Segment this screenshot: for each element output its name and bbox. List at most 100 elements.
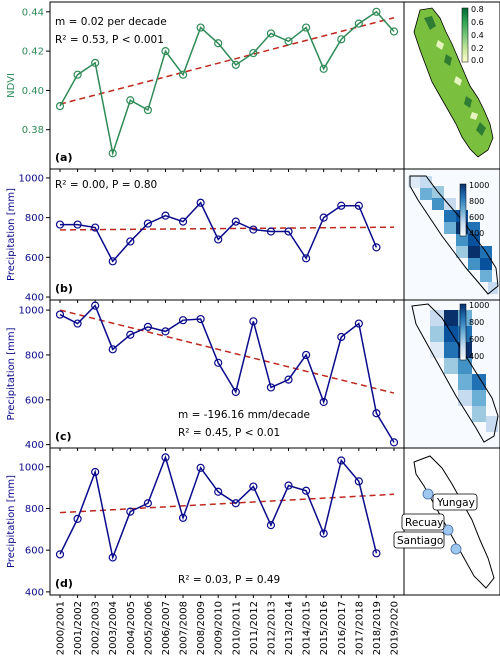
data-point (284, 481, 293, 490)
data-point (143, 219, 152, 228)
y-tick-label: 0.38 (22, 125, 44, 136)
data-point (143, 322, 152, 332)
x-tick-label: 2013/2014 (284, 601, 295, 655)
data-point (178, 217, 188, 226)
y-tick-label: 800 (25, 213, 44, 224)
ndvi-colorbar (461, 7, 469, 63)
data-point (337, 35, 346, 44)
data-point (231, 60, 240, 69)
ndvi-colorbar-tick: 0.6 (471, 18, 484, 27)
precip-cell (420, 176, 432, 188)
x-tick-label: 2012/2013 (266, 601, 277, 655)
station-marker-santiago (450, 543, 462, 555)
data-point (214, 487, 223, 496)
y-tick-label: 0.44 (22, 7, 44, 18)
precip-colorbar-tick: 800 (469, 197, 484, 206)
y-axis-label: NDVI (6, 73, 17, 98)
trend-line (59, 16, 395, 105)
data-point (284, 375, 293, 384)
data-point (108, 553, 117, 562)
data-point (354, 319, 363, 328)
series-line (60, 201, 378, 263)
data-point (372, 409, 381, 418)
precip-cell (458, 358, 472, 374)
precip-cell (468, 246, 480, 258)
y-tick-label: 400 (25, 293, 44, 304)
data-point (302, 254, 311, 263)
data-point (178, 513, 188, 522)
data-point (196, 314, 205, 324)
data-point (354, 201, 363, 210)
precip-cell (486, 416, 498, 432)
data-point (249, 482, 258, 491)
precip-colorbar-tick: 400 (469, 352, 484, 361)
data-point (126, 330, 135, 339)
precip-cell (420, 188, 432, 200)
data-point (55, 220, 65, 229)
data-point (91, 58, 100, 68)
station-marker-recuay (442, 524, 454, 536)
x-tick-label: 2018/2019 (372, 601, 383, 655)
data-point (372, 549, 381, 558)
precip-colorbar-tick: 400 (469, 229, 484, 238)
data-point (108, 345, 117, 354)
data-point (249, 225, 258, 234)
x-tick-label: 2004/2005 (126, 601, 137, 655)
ndvi-colorbar-tick: 0.0 (471, 56, 484, 65)
data-point (389, 438, 399, 447)
data-point (55, 102, 65, 111)
data-point (231, 387, 240, 397)
data-point (337, 332, 346, 342)
stats-annotation: R² = 0.45, P < 0.01 (178, 427, 280, 439)
precip-cell (456, 234, 468, 246)
series-line (59, 10, 395, 157)
data-point (354, 477, 363, 486)
y-tick-label: 800 (25, 350, 44, 361)
precip-cell (444, 198, 456, 210)
y-tick-label: 1000 (19, 462, 44, 473)
precip-cell (488, 282, 498, 294)
data-point (161, 453, 170, 462)
data-point (319, 213, 328, 222)
precip-cell (444, 222, 456, 234)
data-point (249, 317, 258, 326)
y-tick-label: 0.42 (22, 47, 44, 58)
precip-colorbar-c (459, 303, 467, 361)
stats-annotation: R² = 0.03, P = 0.49 (178, 574, 280, 586)
data-point (73, 514, 82, 523)
x-tick-label: 2000/2001 (56, 601, 67, 655)
x-tick-label: 2015/2016 (319, 601, 330, 655)
data-point (126, 96, 135, 105)
data-point (266, 521, 276, 530)
data-point (108, 149, 117, 158)
data-point (249, 48, 258, 58)
precip-cell (472, 374, 486, 390)
precip-cell (430, 326, 444, 342)
station-label-santiago: Santiago (397, 535, 443, 547)
precip-map-b-outline (409, 175, 499, 295)
data-point (196, 463, 205, 472)
trend-line (59, 493, 395, 514)
data-point (266, 29, 276, 38)
data-point (161, 47, 170, 56)
data-point (178, 70, 188, 79)
data-point (161, 211, 170, 220)
station-label-box (401, 513, 445, 531)
station-label-box (393, 531, 445, 549)
data-point (231, 499, 240, 508)
y-tick-label: 600 (25, 253, 44, 264)
ndvi-region-shape (413, 7, 494, 158)
x-tick-label: 2019/2020 (390, 601, 401, 655)
x-tick-label: 2014/2015 (302, 601, 313, 655)
x-tick-label: 2007/2008 (179, 601, 190, 655)
data-point (231, 217, 240, 226)
x-tick-label: 2011/2012 (249, 601, 260, 655)
data-point (319, 64, 328, 73)
data-point (372, 7, 381, 16)
plot-frame (49, 299, 405, 449)
x-tick-label: 2001/2002 (73, 601, 84, 655)
ndvi-colorbar-tick: 0.2 (471, 44, 484, 53)
data-point (196, 23, 205, 32)
